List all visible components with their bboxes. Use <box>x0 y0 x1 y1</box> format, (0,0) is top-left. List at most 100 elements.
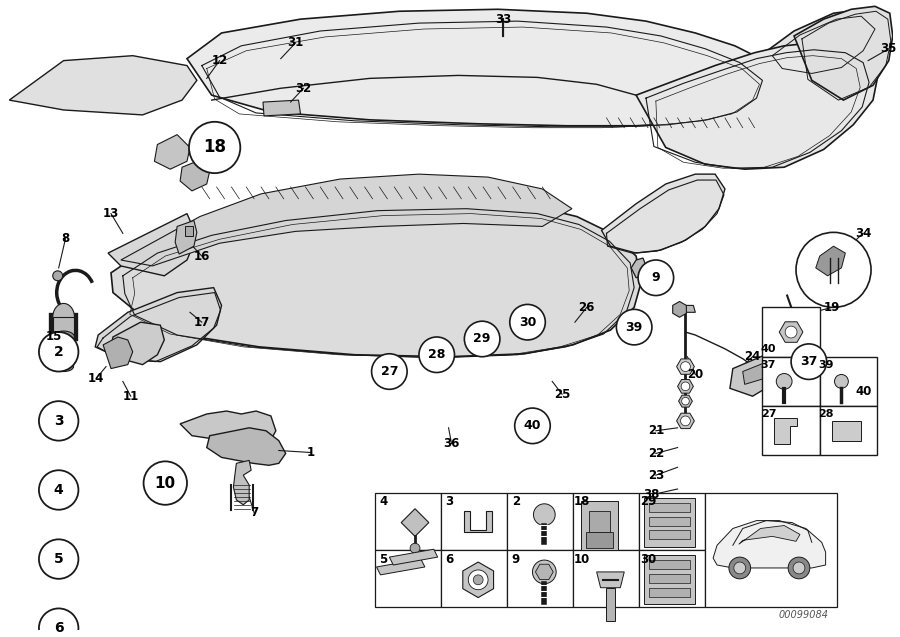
Polygon shape <box>597 572 625 588</box>
Polygon shape <box>794 6 893 100</box>
Polygon shape <box>207 428 285 465</box>
Text: 5: 5 <box>54 552 64 566</box>
Text: 21: 21 <box>648 424 664 437</box>
Text: 40: 40 <box>524 419 541 433</box>
Text: 4: 4 <box>379 496 388 508</box>
Polygon shape <box>739 526 800 544</box>
Polygon shape <box>820 406 877 455</box>
Text: 00099084: 00099084 <box>778 610 829 620</box>
Text: 8: 8 <box>61 232 69 245</box>
Text: 25: 25 <box>554 388 571 401</box>
Polygon shape <box>815 246 845 276</box>
Polygon shape <box>580 501 618 550</box>
Circle shape <box>638 260 673 296</box>
Polygon shape <box>706 493 838 608</box>
Polygon shape <box>589 511 610 533</box>
Polygon shape <box>639 493 706 550</box>
Circle shape <box>681 397 689 405</box>
Polygon shape <box>649 574 690 583</box>
Polygon shape <box>573 550 639 608</box>
Polygon shape <box>762 357 820 406</box>
Circle shape <box>734 562 746 574</box>
Polygon shape <box>9 55 197 115</box>
Polygon shape <box>762 308 820 357</box>
Circle shape <box>616 310 652 345</box>
Ellipse shape <box>53 303 75 331</box>
Text: 30: 30 <box>518 316 536 329</box>
Ellipse shape <box>53 331 75 343</box>
Text: 4: 4 <box>54 483 64 497</box>
Polygon shape <box>111 201 641 357</box>
Polygon shape <box>441 493 507 550</box>
Polygon shape <box>180 411 275 450</box>
Polygon shape <box>639 550 706 608</box>
Text: 34: 34 <box>855 227 871 240</box>
Polygon shape <box>104 337 132 369</box>
Polygon shape <box>649 531 690 540</box>
Polygon shape <box>185 226 193 236</box>
Polygon shape <box>155 134 190 169</box>
Text: 13: 13 <box>103 207 119 220</box>
Circle shape <box>39 401 78 441</box>
Text: 39: 39 <box>818 360 833 369</box>
Text: 26: 26 <box>579 301 595 314</box>
Circle shape <box>791 344 826 380</box>
Polygon shape <box>677 413 695 429</box>
Polygon shape <box>730 352 777 396</box>
Polygon shape <box>573 493 639 550</box>
Circle shape <box>681 382 689 390</box>
Text: 20: 20 <box>688 368 704 381</box>
Text: 40: 40 <box>855 385 871 397</box>
Text: 37: 37 <box>760 360 776 369</box>
Text: 3: 3 <box>54 414 64 428</box>
Text: 2: 2 <box>54 345 64 359</box>
Text: 6: 6 <box>54 621 64 635</box>
Polygon shape <box>820 357 877 406</box>
Polygon shape <box>111 322 165 364</box>
Text: 12: 12 <box>212 54 228 67</box>
Circle shape <box>533 560 556 583</box>
Text: 33: 33 <box>495 13 511 25</box>
Text: 2: 2 <box>511 496 520 508</box>
Polygon shape <box>677 359 695 375</box>
Circle shape <box>680 362 690 371</box>
Text: 29: 29 <box>640 496 656 508</box>
Polygon shape <box>374 493 441 550</box>
Polygon shape <box>762 406 820 455</box>
Text: 18: 18 <box>203 138 226 157</box>
Circle shape <box>473 575 483 585</box>
Circle shape <box>534 504 555 526</box>
Polygon shape <box>779 322 803 342</box>
Text: 27: 27 <box>381 365 398 378</box>
Text: 27: 27 <box>760 409 776 419</box>
Polygon shape <box>108 213 197 276</box>
Text: 24: 24 <box>744 350 760 363</box>
Polygon shape <box>649 588 690 597</box>
Polygon shape <box>644 555 696 605</box>
Polygon shape <box>832 421 861 441</box>
Text: 19: 19 <box>824 301 840 314</box>
Text: 23: 23 <box>648 469 664 482</box>
Text: 32: 32 <box>295 82 311 95</box>
Ellipse shape <box>54 362 74 371</box>
Text: 28: 28 <box>818 409 833 419</box>
Polygon shape <box>678 380 693 393</box>
Polygon shape <box>95 288 221 362</box>
Polygon shape <box>464 511 492 533</box>
Polygon shape <box>672 301 687 317</box>
Polygon shape <box>649 560 690 569</box>
Polygon shape <box>644 498 696 547</box>
Text: 18: 18 <box>573 496 590 508</box>
Circle shape <box>788 557 810 579</box>
Polygon shape <box>233 461 251 505</box>
Text: 29: 29 <box>473 333 491 345</box>
Polygon shape <box>441 550 507 608</box>
Polygon shape <box>636 43 878 169</box>
Polygon shape <box>742 364 764 384</box>
Ellipse shape <box>54 337 74 361</box>
Circle shape <box>515 408 550 443</box>
Text: 9: 9 <box>511 552 520 566</box>
Polygon shape <box>176 220 197 254</box>
Text: 11: 11 <box>122 390 139 403</box>
Text: 35: 35 <box>880 42 897 55</box>
